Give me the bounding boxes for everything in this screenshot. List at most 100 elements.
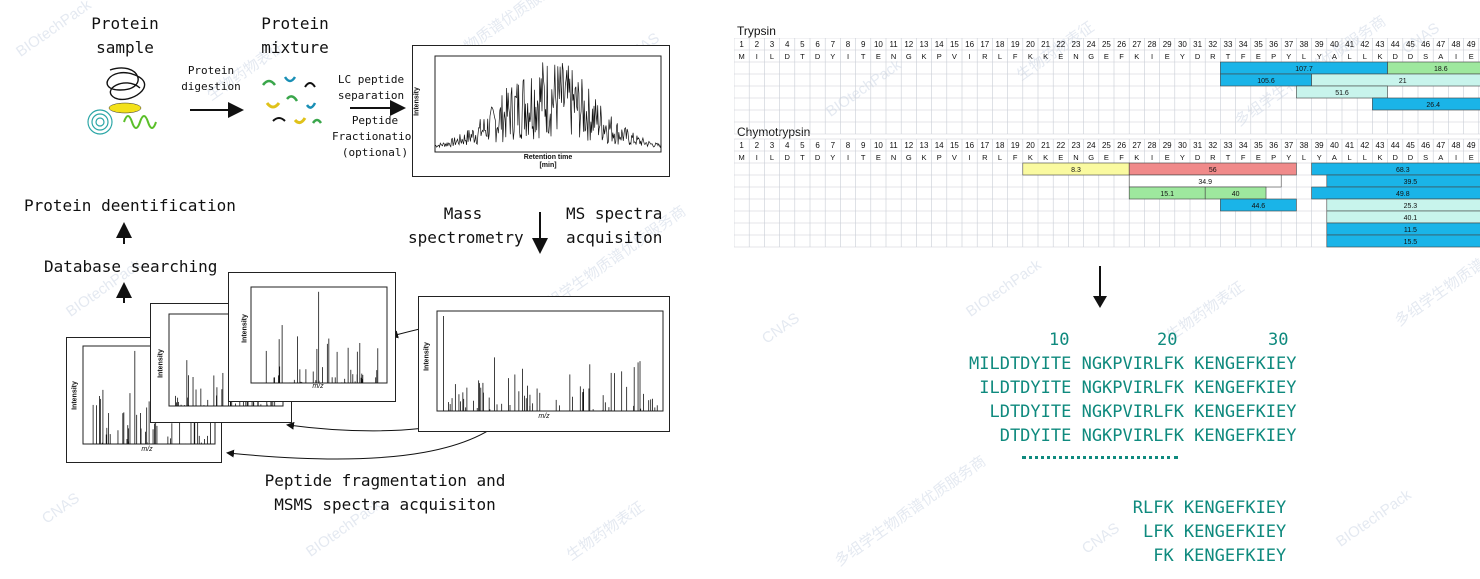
residue-letter: I [847, 52, 849, 61]
position-number: 37 [1284, 40, 1293, 49]
position-number: 46 [1421, 40, 1430, 49]
position-number: 19 [1011, 40, 1020, 49]
alignment-line: FK KENGEFKIEY [969, 546, 1287, 566]
position-number: 39 [1315, 40, 1324, 49]
position-number: 33 [1224, 40, 1233, 49]
position-number: 46 [1421, 141, 1430, 150]
position-number: 22 [1056, 40, 1065, 49]
position-number: 44 [1391, 141, 1400, 150]
residue-letter: D [1392, 52, 1398, 61]
position-number: 45 [1406, 141, 1415, 150]
alignment-line: LFK KENGEFKIEY [969, 522, 1287, 542]
residue-letter: D [1408, 52, 1414, 61]
position-number: 17 [980, 141, 989, 150]
position-number: 31 [1193, 40, 1202, 49]
position-number: 8 [846, 141, 851, 150]
position-number: 6 [815, 40, 820, 49]
residue-letter: D [1195, 153, 1201, 162]
position-number: 4 [785, 40, 790, 49]
position-number: 15 [950, 141, 959, 150]
residue-letter: Y [1286, 153, 1291, 162]
peptide-fragmentation-caption: Peptide fragmentation and MSMS spectra a… [264, 471, 506, 514]
residue-letter: E [1104, 52, 1109, 61]
residue-letter: Y [830, 153, 835, 162]
position-number: 41 [1345, 40, 1354, 49]
residue-letter: L [1363, 153, 1367, 162]
position-number: 41 [1345, 141, 1354, 150]
alignment-line: MILDTDYITE NGKPVIRLFK KENGEFKIEY [969, 354, 1297, 374]
residue-letter: V [952, 52, 957, 61]
residue-letter: L [1363, 52, 1367, 61]
protein-mixture-caption: Protein mixture [261, 14, 329, 57]
peptide-label: 25.3 [1404, 203, 1418, 210]
position-number: 29 [1163, 141, 1172, 150]
residue-letter: D [1195, 52, 1201, 61]
position-number: 23 [1072, 141, 1081, 150]
residue-letter: E [1165, 153, 1170, 162]
residue-letter: T [861, 153, 866, 162]
position-number: 43 [1376, 141, 1385, 150]
position-number: 4 [785, 141, 790, 150]
watermark-text: BIOtechPack [1333, 486, 1415, 551]
peptide-label: 11.5 [1404, 227, 1417, 234]
position-number: 29 [1163, 40, 1172, 49]
position-number: 32 [1208, 141, 1217, 150]
position-number: 25 [1102, 40, 1111, 49]
residue-letter: R [982, 153, 988, 162]
residue-letter: G [906, 153, 912, 162]
residue-letter: I [969, 153, 971, 162]
residue-letter: D [1408, 153, 1414, 162]
down-arrow-icon [1093, 266, 1107, 308]
residue-letter: F [1241, 153, 1246, 162]
ruler-30: 30 [1268, 330, 1289, 350]
position-number: 34 [1239, 141, 1248, 150]
chymotrypsin-title: Chymotrypsin [737, 125, 811, 139]
position-number: 42 [1360, 141, 1369, 150]
protein-identification-caption: Protein deentification [24, 196, 236, 215]
residue-letter: I [1151, 52, 1153, 61]
residue-letter: I [1151, 153, 1153, 162]
ms1-y-label: Intensity [423, 342, 431, 371]
residue-letter: Y [830, 52, 835, 61]
peptide-label: 15.5 [1404, 239, 1418, 246]
position-number: 23 [1072, 40, 1081, 49]
residue-letter: P [1271, 52, 1276, 61]
peptide-label: 44.6 [1252, 203, 1266, 210]
position-number: 13 [920, 40, 929, 49]
residue-letter: D [1392, 153, 1398, 162]
chromatogram-trace [434, 62, 662, 152]
position-number: 47 [1436, 141, 1445, 150]
position-number: 3 [770, 40, 775, 49]
protein-sample-caption: Protein sample [91, 14, 159, 57]
residue-letter: P [1271, 153, 1276, 162]
residue-letter: A [1332, 153, 1337, 162]
residue-letter: K [1028, 52, 1033, 61]
residue-letter: A [1438, 52, 1443, 61]
position-number: 2 [755, 141, 760, 150]
residue-letter: I [847, 153, 849, 162]
peptide-label: 49.8 [1396, 191, 1410, 198]
residue-letter: F [1013, 52, 1018, 61]
residue-letter: T [861, 52, 866, 61]
alignment-line: DTDYITE NGKPVIRLFK KENGEFKIEY [969, 426, 1297, 446]
residue-letter: D [784, 52, 790, 61]
position-number: 17 [980, 40, 989, 49]
position-number: 40 [1330, 141, 1339, 150]
position-number: 24 [1087, 141, 1096, 150]
residue-letter: G [1088, 52, 1094, 61]
residue-letter: Y [1317, 153, 1322, 162]
residue-letter: V [952, 153, 957, 162]
peptide-label: 8.3 [1071, 167, 1081, 174]
residue-letter: S [1423, 52, 1428, 61]
residue-letter: E [1104, 153, 1109, 162]
residue-letter: L [1302, 52, 1306, 61]
residue-letter: S [1423, 153, 1428, 162]
residue-letter: E [1058, 52, 1063, 61]
residue-letter: L [998, 153, 1002, 162]
position-number: 35 [1254, 141, 1263, 150]
residue-letter: P [937, 153, 942, 162]
position-number: 32 [1208, 40, 1217, 49]
position-number: 33 [1224, 141, 1233, 150]
position-number: 18 [996, 141, 1005, 150]
position-number: 38 [1300, 40, 1309, 49]
